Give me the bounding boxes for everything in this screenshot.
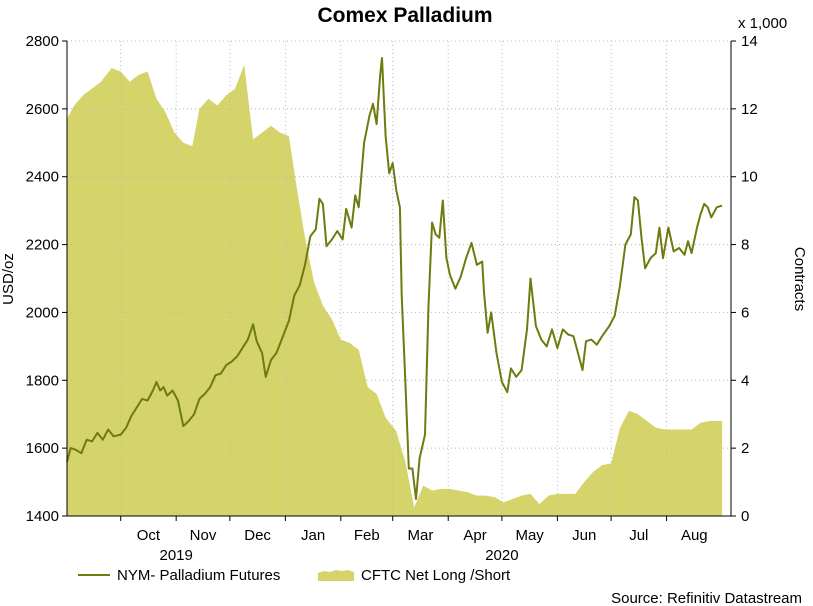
x-tick-label: Feb: [354, 527, 380, 544]
right-tick-label: 2: [741, 440, 749, 457]
cftc-area-layer: [67, 64, 723, 516]
chart-title: Comex Palladium: [317, 4, 492, 27]
left-tick-label: 2400: [26, 169, 59, 186]
left-tick-label: 1400: [26, 508, 59, 525]
left-tick-label: 2200: [26, 237, 59, 254]
price-line-layer: [66, 57, 723, 500]
x-tick-label: Aug: [681, 527, 708, 544]
x-tick-label: May: [515, 527, 544, 544]
right-axis-label: Contracts: [791, 247, 808, 311]
x-tick-label: Jun: [572, 527, 596, 544]
left-tick-label: 2600: [26, 101, 59, 118]
source-note: Source: Refinitiv Datastream: [611, 590, 802, 606]
x-tick-label: Jan: [301, 527, 325, 544]
right-tick-label: 8: [741, 237, 749, 254]
axis-layer: 1400 1600 1800 2000 2200 2400 2600 2800 0 2 4 6 8 10 1…: [26, 33, 758, 564]
right-tick-label: 10: [741, 169, 758, 186]
legend-label-futures: NYM- Palladium Futures: [117, 567, 280, 584]
right-tick-label: 12: [741, 101, 758, 118]
right-axis-multiplier: x 1,000: [738, 15, 787, 32]
left-axis-label: USD/oz: [0, 253, 17, 305]
left-tick-label: 2000: [26, 304, 59, 321]
x-tick-label: Dec: [244, 527, 271, 544]
left-tick-label: 2800: [26, 33, 59, 50]
x-tick-label: Oct: [137, 527, 161, 544]
right-tick-label: 14: [741, 33, 758, 50]
palladium-price-line: [66, 57, 723, 500]
right-tick-label: 0: [741, 508, 749, 525]
cftc-area: [67, 64, 723, 516]
right-tick-label: 4: [741, 372, 749, 389]
x-tick-label: Nov: [190, 527, 217, 544]
x-tick-label: Jul: [629, 527, 648, 544]
left-tick-label: 1600: [26, 440, 59, 457]
right-tick-label: 6: [741, 304, 749, 321]
x-tick-label: Apr: [463, 527, 486, 544]
legend: NYM- Palladium Futures CFTC Net Long /Sh…: [78, 567, 511, 584]
x-tick-label: Mar: [408, 527, 434, 544]
year-label: 2020: [485, 547, 518, 564]
legend-label-cftc: CFTC Net Long /Short: [361, 567, 511, 584]
legend-swatch-cftc: [318, 570, 354, 581]
year-label: 2019: [159, 547, 192, 564]
left-tick-label: 1800: [26, 372, 59, 389]
